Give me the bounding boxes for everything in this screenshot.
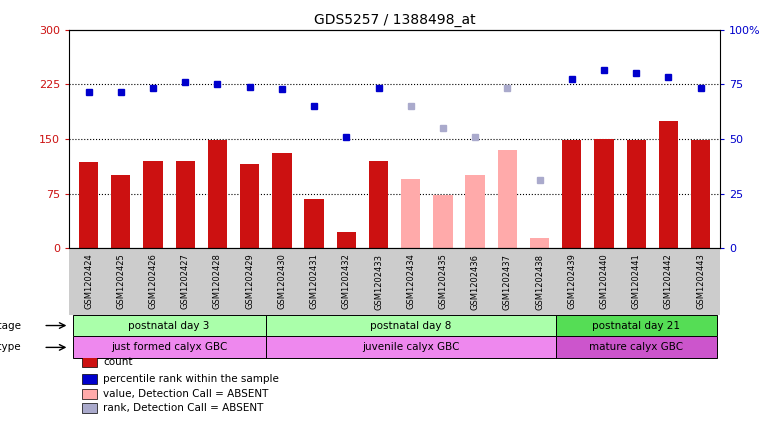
Bar bbox=[401, 179, 420, 248]
Text: GSM1202437: GSM1202437 bbox=[503, 253, 512, 310]
Bar bbox=[497, 150, 517, 248]
Text: development stage: development stage bbox=[0, 321, 21, 330]
Bar bbox=[466, 176, 485, 248]
Text: postnatal day 3: postnatal day 3 bbox=[129, 321, 210, 330]
Text: GSM1202429: GSM1202429 bbox=[245, 253, 254, 309]
Text: GSM1202424: GSM1202424 bbox=[84, 253, 93, 309]
Bar bbox=[627, 140, 646, 248]
Bar bbox=[240, 165, 259, 248]
Bar bbox=[273, 154, 292, 248]
Text: GSM1202430: GSM1202430 bbox=[277, 253, 286, 309]
Bar bbox=[208, 140, 227, 248]
Text: GSM1202428: GSM1202428 bbox=[213, 253, 222, 309]
Bar bbox=[369, 161, 388, 248]
Bar bbox=[111, 176, 130, 248]
Text: GSM1202434: GSM1202434 bbox=[407, 253, 415, 309]
Text: GSM1202439: GSM1202439 bbox=[567, 253, 576, 309]
Bar bbox=[143, 161, 162, 248]
Text: GSM1202427: GSM1202427 bbox=[181, 253, 189, 309]
Text: mature calyx GBC: mature calyx GBC bbox=[589, 342, 683, 352]
Text: cell type: cell type bbox=[0, 342, 21, 352]
Bar bbox=[176, 161, 195, 248]
Bar bbox=[336, 232, 356, 248]
Bar bbox=[82, 374, 96, 384]
Text: GSM1202440: GSM1202440 bbox=[600, 253, 608, 309]
Bar bbox=[556, 315, 717, 336]
Bar bbox=[530, 238, 549, 248]
Text: postnatal day 8: postnatal day 8 bbox=[370, 321, 451, 330]
Bar bbox=[691, 140, 710, 248]
Bar bbox=[72, 315, 266, 336]
Text: GSM1202431: GSM1202431 bbox=[310, 253, 319, 309]
Bar bbox=[594, 139, 614, 248]
Text: percentile rank within the sample: percentile rank within the sample bbox=[103, 374, 279, 384]
Bar bbox=[82, 357, 96, 367]
Text: value, Detection Call = ABSENT: value, Detection Call = ABSENT bbox=[103, 389, 269, 399]
Text: GSM1202426: GSM1202426 bbox=[149, 253, 158, 309]
Title: GDS5257 / 1388498_at: GDS5257 / 1388498_at bbox=[314, 13, 475, 27]
Text: GSM1202425: GSM1202425 bbox=[116, 253, 126, 309]
Text: GSM1202443: GSM1202443 bbox=[696, 253, 705, 309]
Bar bbox=[79, 162, 99, 248]
Text: count: count bbox=[103, 357, 132, 367]
Bar bbox=[434, 195, 453, 248]
Text: just formed calyx GBC: just formed calyx GBC bbox=[111, 342, 227, 352]
Text: GSM1202433: GSM1202433 bbox=[374, 253, 383, 310]
Text: postnatal day 21: postnatal day 21 bbox=[592, 321, 680, 330]
Text: rank, Detection Call = ABSENT: rank, Detection Call = ABSENT bbox=[103, 404, 263, 413]
Bar bbox=[82, 389, 96, 399]
Text: GSM1202435: GSM1202435 bbox=[438, 253, 447, 309]
Text: GSM1202438: GSM1202438 bbox=[535, 253, 544, 310]
Text: GSM1202441: GSM1202441 bbox=[631, 253, 641, 309]
Bar bbox=[82, 403, 96, 413]
Bar bbox=[266, 315, 556, 336]
Bar bbox=[556, 336, 717, 358]
Bar bbox=[659, 121, 678, 248]
Text: GSM1202442: GSM1202442 bbox=[664, 253, 673, 309]
Bar bbox=[266, 336, 556, 358]
Bar bbox=[72, 336, 266, 358]
Text: GSM1202432: GSM1202432 bbox=[342, 253, 351, 309]
Bar bbox=[562, 140, 581, 248]
Bar bbox=[304, 199, 323, 248]
Text: juvenile calyx GBC: juvenile calyx GBC bbox=[362, 342, 460, 352]
Text: GSM1202436: GSM1202436 bbox=[470, 253, 480, 310]
